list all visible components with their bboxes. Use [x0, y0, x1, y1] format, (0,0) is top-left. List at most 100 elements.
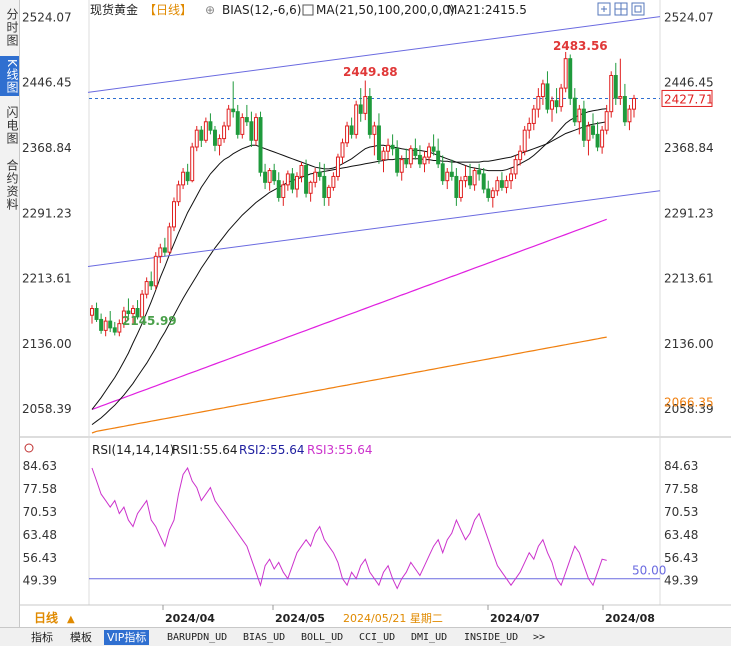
candle-body	[203, 121, 208, 141]
ma200-price-label: 2066.35	[664, 395, 714, 409]
candle-body	[149, 281, 154, 287]
bottom-tab-1[interactable]: 模板	[70, 631, 92, 644]
price-axis-label-right: 2136.00	[664, 337, 714, 351]
rsi-settings-icon[interactable]	[24, 443, 34, 453]
side-tab-0[interactable]: 分时图	[5, 7, 19, 47]
high-annotation-2: 2483.56	[553, 39, 608, 53]
candle-body	[559, 87, 564, 108]
candle-body	[354, 104, 359, 135]
candle-body	[253, 117, 258, 141]
candle-body	[222, 125, 227, 140]
price-axis-label-right: 2446.45	[664, 76, 714, 90]
ma21-line	[91, 108, 607, 410]
current-price-box	[661, 89, 713, 107]
candle-body	[577, 108, 582, 123]
candle-body	[632, 97, 636, 110]
candle-body	[185, 171, 190, 182]
candle-body	[231, 108, 236, 113]
price-axis-label-right: 2213.61	[664, 272, 714, 286]
bottom-tab-2[interactable]: VIP指标	[104, 630, 150, 645]
channel-lower-line	[87, 190, 661, 267]
period-button[interactable]: 日线	[34, 610, 58, 625]
rsi-midline-label: 50.00	[632, 564, 666, 578]
period-dropdown-icon[interactable]: ▲	[67, 614, 75, 625]
candle-body	[458, 180, 463, 198]
add-indicator-icon[interactable]: ⊕	[205, 3, 215, 17]
candle-body	[94, 308, 99, 320]
candle-body	[367, 96, 372, 135]
candle-body	[144, 281, 149, 295]
time-axis-label: 2024/05	[275, 612, 325, 625]
price-axis-label-left: 2446.45	[22, 76, 72, 90]
high-annotation-1: 2449.88	[343, 65, 398, 79]
candle-body	[554, 100, 559, 108]
rsi-axis-label-left: 77.58	[23, 482, 57, 496]
rsi-axis-label-right: 49.39	[664, 574, 698, 588]
candle-body	[235, 111, 240, 135]
price-axis-label-left: 2368.84	[22, 141, 72, 155]
candle-body	[276, 180, 281, 198]
ma200-line	[91, 336, 607, 434]
price-axis-label-right: 2058.39	[664, 402, 714, 416]
candle-body	[386, 144, 391, 152]
candle-body	[181, 171, 186, 186]
rsi-axis-label-left: 63.48	[23, 528, 57, 542]
candle-body	[267, 170, 272, 183]
candle-body	[468, 175, 473, 186]
candle-body	[604, 111, 609, 131]
candle-body	[522, 129, 527, 152]
candle-body	[167, 226, 172, 253]
bottom-tab-9[interactable]: >>	[533, 632, 546, 643]
candle-body	[117, 323, 122, 333]
candle-body	[126, 310, 131, 315]
candle-body	[518, 150, 523, 161]
ma-toggle-icon[interactable]	[302, 4, 314, 16]
candle-body	[431, 146, 436, 152]
bottom-tab-6[interactable]: CCI_UD	[359, 632, 396, 643]
candle-body	[376, 125, 381, 161]
rsi-axis-label-left: 49.39	[23, 574, 57, 588]
candle-body	[417, 154, 422, 165]
candle-body	[545, 83, 550, 110]
layout-icon[interactable]	[631, 2, 645, 16]
rsi-line	[91, 466, 607, 590]
candle-body	[486, 188, 491, 198]
bottom-tab-3[interactable]: BARUPDN_UD	[167, 632, 228, 643]
side-tab-3[interactable]: 合约资料	[5, 159, 19, 211]
candle-body	[408, 148, 413, 165]
candle-body	[304, 165, 309, 194]
candle-body	[90, 308, 94, 316]
rsi2-value: RSI2:55.64	[239, 443, 305, 457]
bottom-tab-0[interactable]: 指标	[31, 631, 53, 644]
candle-body	[322, 175, 327, 198]
candle-body	[313, 171, 318, 183]
channel-upper-line	[87, 16, 661, 93]
chart-canvas[interactable]: 2524.07 2524.07 2446.45 2446.45 2368.84 2368.…	[0, 0, 731, 627]
rsi1-value: RSI1:55.64	[172, 443, 238, 457]
candle-body	[331, 175, 336, 188]
bottom-tab-7[interactable]: DMI_UD	[411, 632, 448, 643]
candle-body	[290, 173, 295, 190]
period-label[interactable]: 【日线】	[144, 3, 192, 17]
bottom-tab-8[interactable]: INSIDE_UD	[464, 632, 519, 643]
candle-body	[194, 129, 199, 148]
ma-params-label: MA(21,50,100,200,0,0)	[316, 3, 455, 17]
candle-body	[244, 117, 249, 123]
candle-body	[540, 83, 545, 98]
candle-body	[153, 255, 158, 287]
indicator-tab-bar: 指标 模板 VIP指标 BARUPDN_UD BIAS_UD BOLL_UD CCI_UD D…	[0, 627, 731, 646]
candle-body	[600, 129, 605, 148]
candle-body	[622, 96, 627, 123]
candle-body	[158, 247, 163, 257]
candle-body	[550, 100, 554, 110]
candle-body	[527, 122, 532, 131]
candle-body	[627, 108, 632, 123]
candle-body	[618, 96, 623, 99]
side-tab-2[interactable]: 闪电图	[5, 105, 19, 145]
candle-body	[463, 175, 468, 182]
bottom-tab-5[interactable]: BOLL_UD	[301, 632, 344, 643]
side-tab-1[interactable]: K线图	[0, 56, 19, 96]
bottom-tab-4[interactable]: BIAS_UD	[243, 632, 286, 643]
rsi-axis-label-right: 56.43	[664, 551, 698, 565]
candle-body	[504, 180, 509, 188]
